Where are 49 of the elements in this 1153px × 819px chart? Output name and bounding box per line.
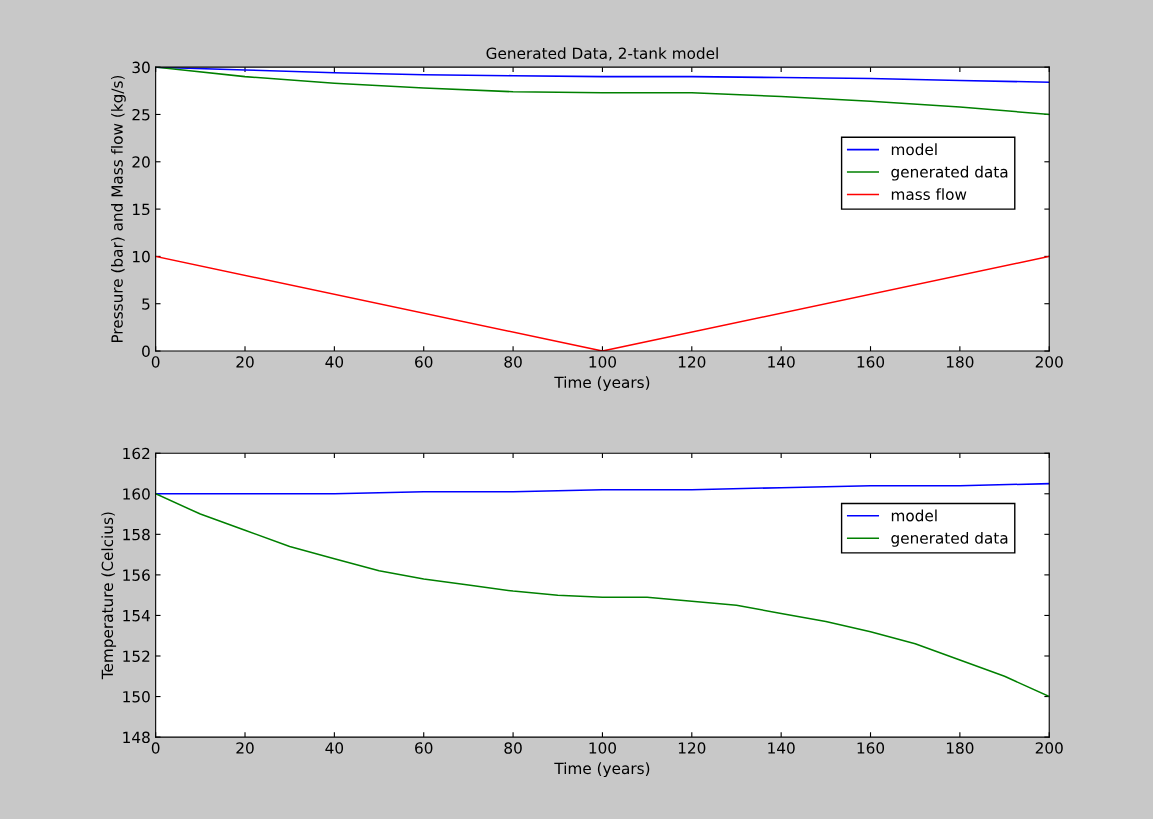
x-tick-label: 200 bbox=[1035, 356, 1063, 368]
y-tick-label: 25 bbox=[132, 108, 150, 121]
x-tick-label: 100 bbox=[589, 356, 617, 368]
y-tick-label: 20 bbox=[132, 156, 150, 168]
x-tick-label: 100 bbox=[589, 742, 617, 754]
line-series bbox=[155, 482, 1050, 495]
y-axis-title: Pressure (bar) and Mass flow (kg/s) bbox=[111, 75, 126, 343]
x-tick-label: 160 bbox=[857, 356, 885, 368]
x-tick-label: 140 bbox=[768, 356, 795, 368]
y-tick-label: 148 bbox=[123, 731, 150, 744]
x-tick-label: 180 bbox=[946, 356, 974, 368]
legend-label: model bbox=[891, 509, 937, 522]
x-tick-label: 40 bbox=[325, 356, 344, 368]
x-tick-label: 0 bbox=[151, 742, 160, 754]
x-tick-label: 20 bbox=[236, 742, 254, 754]
x-tick-label: 120 bbox=[678, 356, 706, 368]
x-tick-label: 60 bbox=[415, 356, 433, 368]
x-tick-label: 0 bbox=[151, 356, 160, 368]
x-tick-label: 120 bbox=[678, 742, 706, 754]
x-tick-label: 80 bbox=[504, 742, 522, 754]
y-tick-label: 162 bbox=[123, 447, 150, 460]
y-tick-label: 150 bbox=[123, 691, 150, 703]
y-axis-title: Temperature (Celcius) bbox=[101, 512, 117, 680]
x-tick-label: 180 bbox=[946, 742, 974, 754]
x-tick-label: 160 bbox=[857, 742, 885, 754]
x-tick-label: 200 bbox=[1035, 742, 1063, 754]
y-tick-label: 158 bbox=[123, 528, 150, 541]
chart-title: Generated Data, 2-tank model bbox=[486, 47, 718, 61]
x-axis-title: Time (years) bbox=[554, 376, 650, 392]
y-tick-label: 154 bbox=[123, 610, 150, 622]
x-tick-label: 140 bbox=[768, 742, 795, 754]
line-series bbox=[155, 493, 1050, 698]
y-tick-label: 156 bbox=[123, 569, 150, 581]
y-tick-label: 30 bbox=[132, 61, 150, 74]
legend-label: generated data bbox=[891, 531, 1008, 547]
legend-label: generated data bbox=[891, 165, 1008, 181]
x-tick-label: 80 bbox=[504, 356, 522, 368]
y-tick-label: 0 bbox=[142, 345, 150, 358]
legend-label: model bbox=[891, 143, 937, 156]
x-tick-label: 60 bbox=[415, 742, 433, 754]
legend-label: mass flow bbox=[891, 188, 967, 201]
x-tick-label: 40 bbox=[325, 742, 344, 754]
y-tick-label: 15 bbox=[133, 203, 150, 216]
x-tick-label: 20 bbox=[236, 356, 254, 368]
y-tick-label: 10 bbox=[133, 250, 150, 263]
x-axis-title: Time (years) bbox=[554, 762, 650, 778]
y-tick-label: 152 bbox=[123, 650, 150, 663]
y-tick-label: 160 bbox=[123, 488, 150, 500]
y-tick-label: 5 bbox=[142, 298, 150, 310]
